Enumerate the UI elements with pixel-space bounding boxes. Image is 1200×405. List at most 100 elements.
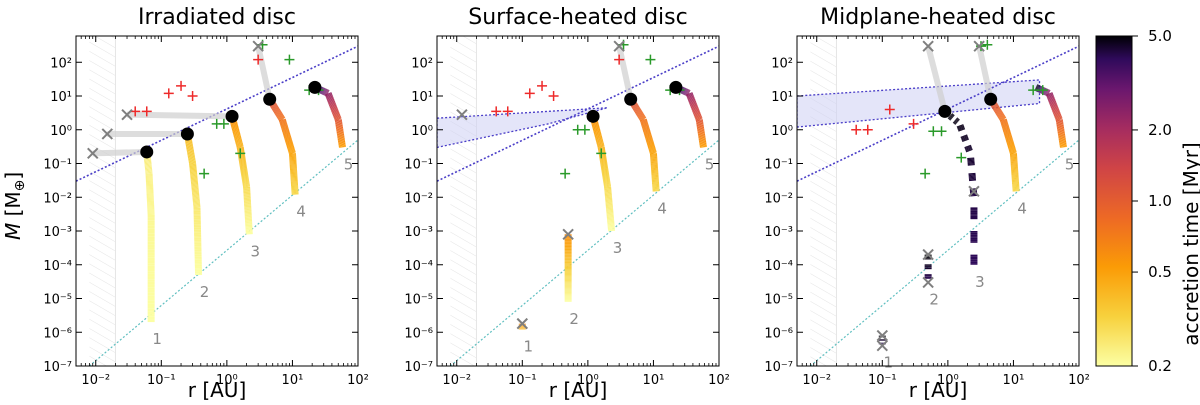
colorbar-tick-label: 2.0	[1148, 121, 1172, 139]
y-tick-label: 10⁻⁵	[43, 293, 72, 308]
red-plus-marker	[141, 106, 152, 117]
grey-cross-marker	[922, 40, 934, 52]
final-planet-marker	[586, 109, 600, 123]
panel-title: Midplane-heated disc	[820, 5, 1056, 30]
red-plus-marker	[491, 106, 502, 117]
final-planet-marker	[263, 92, 277, 106]
red-plus-marker	[851, 124, 862, 135]
y-tick-label: 10⁻⁵	[404, 293, 433, 308]
inner-disc-region	[810, 36, 837, 366]
x-tick-label: 10²	[347, 373, 369, 388]
track-2	[183, 133, 203, 275]
y-tick-label: 10²	[411, 56, 433, 71]
y-tick-label: 10¹	[411, 90, 433, 105]
red-plus-marker	[614, 54, 625, 65]
x-tick-label: 10⁰	[577, 373, 599, 388]
track-label-1: 1	[152, 330, 162, 348]
red-plus-marker	[524, 88, 535, 99]
x-axis-label: r [AU]	[909, 378, 968, 402]
y-tick-label: 10¹	[771, 90, 793, 105]
panel-3: 1 2 3 4 5 10⁻² 10⁻¹ 10⁰ 10¹ 10² 10⁻⁷ 10⁻⁶ 10⁻⁵ 10⁻⁴ 10…	[764, 5, 1090, 402]
x-tick-label: 10⁰	[937, 373, 959, 388]
y-tick-label: 10⁻²	[43, 191, 72, 206]
green-plus-marker	[982, 39, 993, 50]
final-planet-marker	[225, 109, 239, 123]
pebble-isolation-line	[437, 45, 719, 182]
green-plus-marker	[975, 41, 986, 52]
red-plus-marker	[908, 118, 919, 129]
track-label-2: 2	[929, 290, 939, 308]
inner-disc-region	[450, 36, 477, 366]
y-tick-label: 10⁰	[411, 124, 433, 139]
y-tick-label: 10⁻⁴	[43, 259, 72, 274]
y-tick-label: 10⁻¹	[764, 158, 793, 173]
grey-track	[255, 45, 273, 100]
y-tick-label: 10²	[50, 56, 72, 71]
y-tick-label: 10¹	[50, 90, 72, 105]
track-label-4: 4	[657, 199, 667, 217]
red-plus-marker	[862, 124, 873, 135]
final-planet-marker	[180, 127, 194, 141]
y-tick-label: 10⁻⁷	[43, 360, 72, 375]
grey-track	[126, 111, 233, 120]
green-plus-marker	[596, 148, 607, 159]
grey-cross-marker	[922, 276, 934, 289]
grey-cross-marker	[456, 108, 468, 121]
panel-1: 1 2 3 4 5 10⁻² 10⁻¹ 10⁰ 10¹ 10² 10⁻⁷ 10⁻⁶ 10⁻⁵ 10⁻⁴ 10…	[43, 5, 369, 402]
final-planet-marker	[624, 92, 638, 106]
y-tick-label: 10⁻³	[404, 225, 433, 240]
y-tick-label: 10⁻¹	[43, 158, 72, 173]
y-tick-label: 10⁻²	[764, 191, 793, 206]
final-planet-marker	[669, 80, 683, 94]
track-3	[228, 115, 253, 235]
track-5	[313, 84, 346, 148]
track-label-1: 1	[524, 338, 534, 356]
red-plus-marker	[130, 106, 141, 117]
pebble-isolation-line	[797, 45, 1079, 182]
x-tick-label: 10¹	[1003, 373, 1025, 388]
final-planet-marker	[938, 104, 952, 118]
colorbar-tick-label: 0.5	[1148, 263, 1172, 281]
x-tick-label: 10⁻¹	[868, 373, 897, 388]
grey-cross-marker	[876, 339, 889, 352]
x-axis-label: r [AU]	[549, 378, 608, 402]
shaded-region	[797, 79, 1041, 128]
track-label-2: 2	[569, 310, 579, 328]
colorbar-label: accretion time [Myr]	[1179, 142, 1200, 345]
grey-track	[92, 148, 147, 157]
grey-track	[616, 45, 634, 100]
green-plus-marker	[218, 118, 229, 129]
y-axis-label: M [M⊕]	[1, 172, 28, 240]
x-tick-label: 10¹	[282, 373, 304, 388]
red-plus-marker	[187, 91, 198, 102]
x-tick-label: 10⁻²	[802, 373, 831, 388]
red-plus-marker	[548, 91, 559, 102]
green-plus-marker	[645, 54, 656, 65]
y-tick-label: 10⁻³	[764, 225, 793, 240]
y-tick-label: 10⁻⁴	[404, 259, 433, 274]
track-4	[987, 97, 1020, 192]
x-tick-label: 10¹	[643, 373, 665, 388]
inner-disc-region	[89, 36, 116, 366]
y-tick-label: 10⁻⁷	[764, 360, 793, 375]
svg-text:M [M⊕]: M [M⊕]	[1, 172, 28, 240]
track-label-4: 4	[1017, 199, 1027, 217]
track-3	[589, 115, 616, 232]
x-tick-label: 10⁻²	[442, 373, 471, 388]
grey-cross-marker	[562, 228, 574, 240]
grey-cross-marker	[968, 185, 980, 198]
grey-cross-marker	[973, 40, 985, 52]
green-plus-marker	[284, 54, 295, 65]
green-plus-marker	[560, 168, 571, 179]
track-4	[266, 97, 299, 195]
red-plus-marker	[163, 88, 174, 99]
red-plus-marker	[537, 80, 548, 91]
x-axis-label: r [AU]	[188, 378, 247, 402]
lower-limit-line	[449, 139, 719, 366]
grey-cross-marker	[613, 40, 625, 52]
red-plus-marker	[884, 104, 895, 115]
shaded-region	[437, 107, 608, 149]
track-label-3: 3	[975, 273, 985, 291]
y-tick-label: 10⁻⁵	[764, 293, 793, 308]
